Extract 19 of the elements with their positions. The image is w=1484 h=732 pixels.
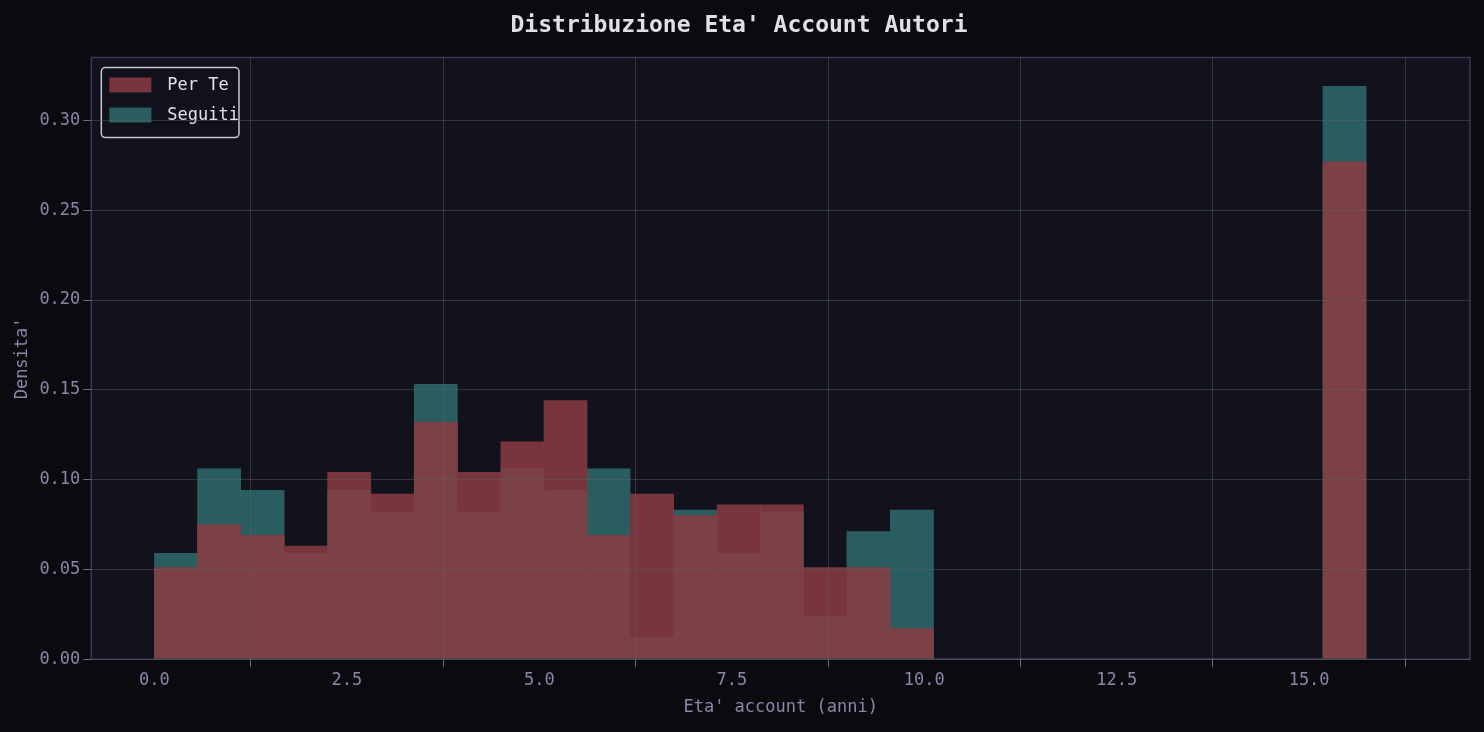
- y-tick-label: 0.25: [39, 198, 81, 219]
- x-tick-label: 15.0: [1288, 668, 1330, 689]
- x-tick-label: 2.5: [331, 668, 363, 689]
- y-tick-label: 0.00: [39, 647, 81, 668]
- x-tick-label: 5.0: [523, 668, 555, 689]
- x-tick-label: 7.5: [716, 668, 748, 689]
- legend-label: Per Te: [167, 74, 229, 95]
- x-tick-label: 10.0: [903, 668, 945, 689]
- y-axis-title: Densita': [10, 317, 31, 400]
- x-tick-label: 0.0: [139, 668, 170, 689]
- y-tick-label: 0.05: [39, 557, 81, 578]
- y-tick-label: 0.10: [39, 468, 81, 489]
- y-tick-label: 0.15: [39, 378, 81, 399]
- y-tick-label: 0.20: [39, 288, 81, 309]
- x-tick-label: 12.5: [1096, 668, 1138, 689]
- y-tick-label: 0.30: [39, 108, 81, 129]
- x-axis-title: Eta' account (anni): [683, 696, 878, 717]
- legend-label: Seguiti: [167, 104, 239, 125]
- chart-title: Distribuzione Eta' Account Autori: [510, 10, 968, 37]
